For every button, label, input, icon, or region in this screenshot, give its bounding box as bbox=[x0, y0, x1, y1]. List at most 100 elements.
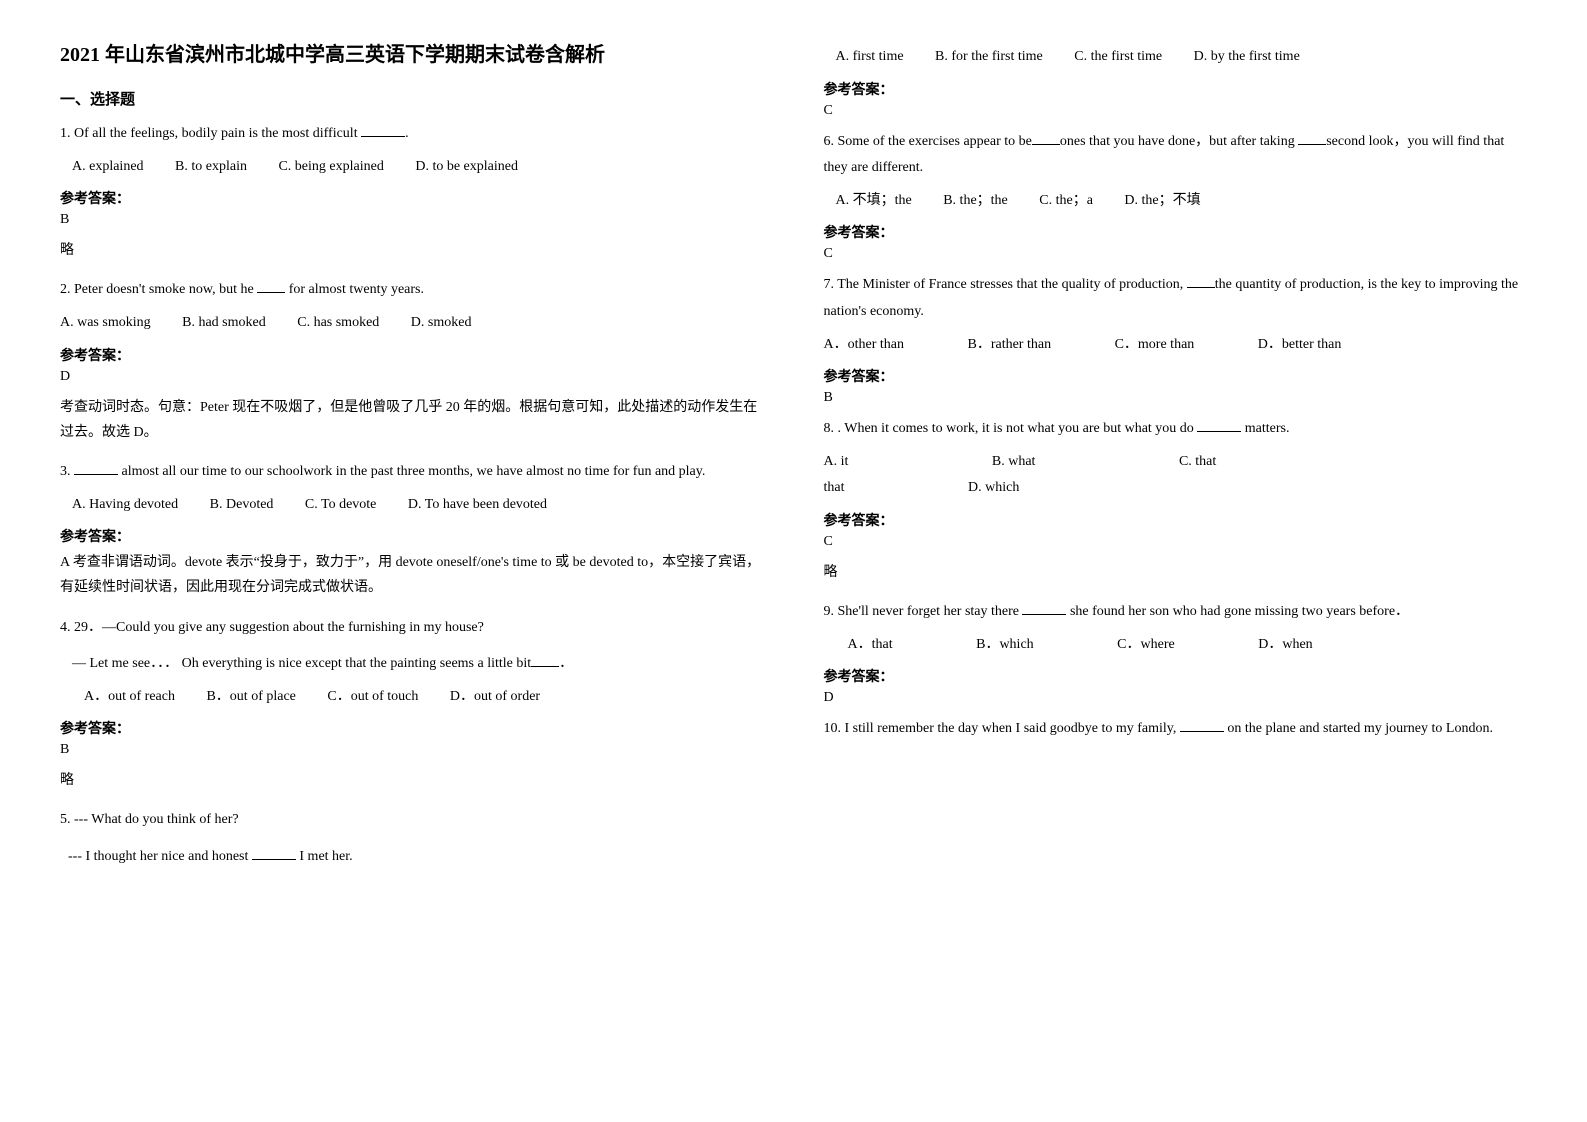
blank bbox=[1022, 602, 1066, 616]
q5-answer: C bbox=[824, 103, 1528, 119]
answer-label: 参考答案： bbox=[824, 510, 1528, 530]
q6-stem: 6. Some of the exercises appear to beone… bbox=[824, 129, 1528, 182]
q1-omit: 略 bbox=[60, 238, 764, 263]
q5-text-a: --- I thought her nice and honest bbox=[68, 849, 252, 864]
q4-options: A．out of reach B．out of place C．out of t… bbox=[84, 684, 764, 711]
blank bbox=[1298, 131, 1326, 145]
q9-text-b: she found her son who had gone missing t… bbox=[1066, 604, 1409, 619]
q3-opt-d: D. To have been devoted bbox=[408, 492, 547, 519]
q8-opt-d: D. which bbox=[968, 475, 1019, 502]
q5-opt-c: C. the first time bbox=[1074, 44, 1162, 71]
q4-opt-c: C．out of touch bbox=[327, 684, 418, 711]
doc-title: 2021 年山东省滨州市北城中学高三英语下学期期末试卷含解析 bbox=[60, 40, 764, 70]
q5-opt-a: A. first time bbox=[836, 44, 904, 71]
q10-text-b: on the plane and started my journey to L… bbox=[1224, 721, 1493, 736]
q8-options: A. it B. what C. that that D. which bbox=[824, 449, 1528, 502]
q9-opt-c: C．where bbox=[1117, 632, 1175, 659]
q3-options: A. Having devoted B. Devoted C. To devot… bbox=[72, 492, 764, 519]
answer-label: 参考答案： bbox=[824, 666, 1528, 686]
q6-opt-d: D. the；不填 bbox=[1124, 188, 1200, 215]
q7-text-a: 7. The Minister of France stresses that … bbox=[824, 277, 1187, 292]
q4-text-a: — Let me see．．． Oh everything is nice ex… bbox=[72, 656, 531, 671]
answer-label: 参考答案： bbox=[60, 718, 764, 738]
q8-answer: C bbox=[824, 534, 1528, 550]
q10-text-a: 10. I still remember the day when I said… bbox=[824, 721, 1180, 736]
left-column: 2021 年山东省滨州市北城中学高三英语下学期期末试卷含解析 一、选择题 1. … bbox=[60, 40, 764, 877]
q2-opt-d: D. smoked bbox=[411, 310, 472, 337]
q8-opt-a: A. it bbox=[824, 449, 849, 476]
blank bbox=[1032, 131, 1060, 145]
answer-label: 参考答案： bbox=[60, 188, 764, 208]
blank bbox=[361, 123, 405, 137]
blank bbox=[1197, 419, 1241, 433]
q9-text-a: 9. She'll never forget her stay there bbox=[824, 604, 1023, 619]
blank bbox=[1180, 719, 1224, 733]
q5-opt-d: D. by the first time bbox=[1194, 44, 1300, 71]
q4-omit: 略 bbox=[60, 768, 764, 793]
q1-opt-b: B. to explain bbox=[175, 154, 247, 181]
blank bbox=[74, 461, 118, 475]
answer-label: 参考答案： bbox=[60, 526, 764, 546]
blank bbox=[1187, 275, 1215, 289]
q4-opt-b: B．out of place bbox=[206, 684, 295, 711]
q8-text-b: matters. bbox=[1241, 421, 1289, 436]
q2-text-b: for almost twenty years. bbox=[285, 282, 424, 297]
q7-opt-d: D．better than bbox=[1258, 332, 1342, 359]
q2-options: A. was smoking B. had smoked C. has smok… bbox=[60, 310, 764, 337]
q4-opt-d: D．out of order bbox=[450, 684, 540, 711]
q8-opt-b: B. what bbox=[992, 449, 1036, 476]
answer-label: 参考答案： bbox=[824, 79, 1528, 99]
q9-opt-b: B．which bbox=[976, 632, 1034, 659]
q3-text-a: 3. bbox=[60, 464, 74, 479]
q7-opt-a: A．other than bbox=[824, 332, 904, 359]
q2-opt-a: A. was smoking bbox=[60, 310, 151, 337]
q8-opt-c: C. that bbox=[1179, 449, 1216, 476]
q8-text-a: 8. . When it comes to work, it is not wh… bbox=[824, 421, 1198, 436]
q7-answer: B bbox=[824, 390, 1528, 406]
q3-opt-a: A. Having devoted bbox=[72, 492, 178, 519]
answer-label: 参考答案： bbox=[60, 345, 764, 365]
q5-opt-b: B. for the first time bbox=[935, 44, 1043, 71]
q6-opt-c: C. the；a bbox=[1039, 188, 1093, 215]
q7-opt-b: B．rather than bbox=[967, 332, 1051, 359]
section-heading: 一、选择题 bbox=[60, 88, 764, 109]
q10-stem: 10. I still remember the day when I said… bbox=[824, 716, 1528, 743]
q8-omit: 略 bbox=[824, 560, 1528, 585]
q2-explain: 考查动词时态。句意：Peter 现在不吸烟了，但是他曾吸了几乎 20 年的烟。根… bbox=[60, 395, 764, 445]
q9-opt-d: D．when bbox=[1258, 632, 1312, 659]
q8-stem: 8. . When it comes to work, it is not wh… bbox=[824, 416, 1528, 443]
q6-opt-a: A. 不填；the bbox=[836, 188, 912, 215]
q1-opt-c: C. being explained bbox=[278, 154, 383, 181]
q7-opt-c: C．more than bbox=[1115, 332, 1195, 359]
q1-text-a: 1. Of all the feelings, bodily pain is t… bbox=[60, 126, 361, 141]
q2-opt-c: C. has smoked bbox=[297, 310, 379, 337]
q9-options: A．that B．which C．where D．when bbox=[848, 632, 1528, 659]
q9-opt-a: A．that bbox=[848, 632, 893, 659]
q5-line1: 5. --- What do you think of her? bbox=[60, 807, 764, 834]
q6-text-a: 6. Some of the exercises appear to be bbox=[824, 134, 1032, 149]
q4-text-b: ． bbox=[559, 656, 573, 671]
q1-stem: 1. Of all the feelings, bodily pain is t… bbox=[60, 121, 764, 148]
answer-label: 参考答案： bbox=[824, 222, 1528, 242]
q3-opt-b: B. Devoted bbox=[210, 492, 274, 519]
q6-options: A. 不填；the B. the；the C. the；a D. the；不填 bbox=[836, 188, 1528, 215]
q4-line2: — Let me see．．． Oh everything is nice ex… bbox=[72, 651, 764, 678]
q3-opt-c: C. To devote bbox=[305, 492, 376, 519]
q1-options: A. explained B. to explain C. being expl… bbox=[72, 154, 764, 181]
q7-options: A．other than B．rather than C．more than D… bbox=[824, 332, 1528, 359]
q2-answer: D bbox=[60, 369, 764, 385]
q2-stem: 2. Peter doesn't smoke now, but he for a… bbox=[60, 277, 764, 304]
right-column: A. first time B. for the first time C. t… bbox=[824, 40, 1528, 877]
q2-opt-b: B. had smoked bbox=[182, 310, 266, 337]
blank bbox=[252, 846, 296, 860]
q4-line1: 4. 29．—Could you give any suggestion abo… bbox=[60, 615, 764, 642]
q6-answer: C bbox=[824, 246, 1528, 262]
q3-answer-explain: A 考查非谓语动词。devote 表示“投身于，致力于”，用 devote on… bbox=[60, 550, 764, 600]
q1-opt-a: A. explained bbox=[72, 154, 144, 181]
q1-opt-d: D. to be explained bbox=[415, 154, 518, 181]
q9-answer: D bbox=[824, 690, 1528, 706]
q8-opt-c2: that bbox=[824, 475, 845, 502]
q1-answer: B bbox=[60, 212, 764, 228]
q4-answer: B bbox=[60, 742, 764, 758]
q5-line2: --- I thought her nice and honest I met … bbox=[68, 844, 764, 871]
